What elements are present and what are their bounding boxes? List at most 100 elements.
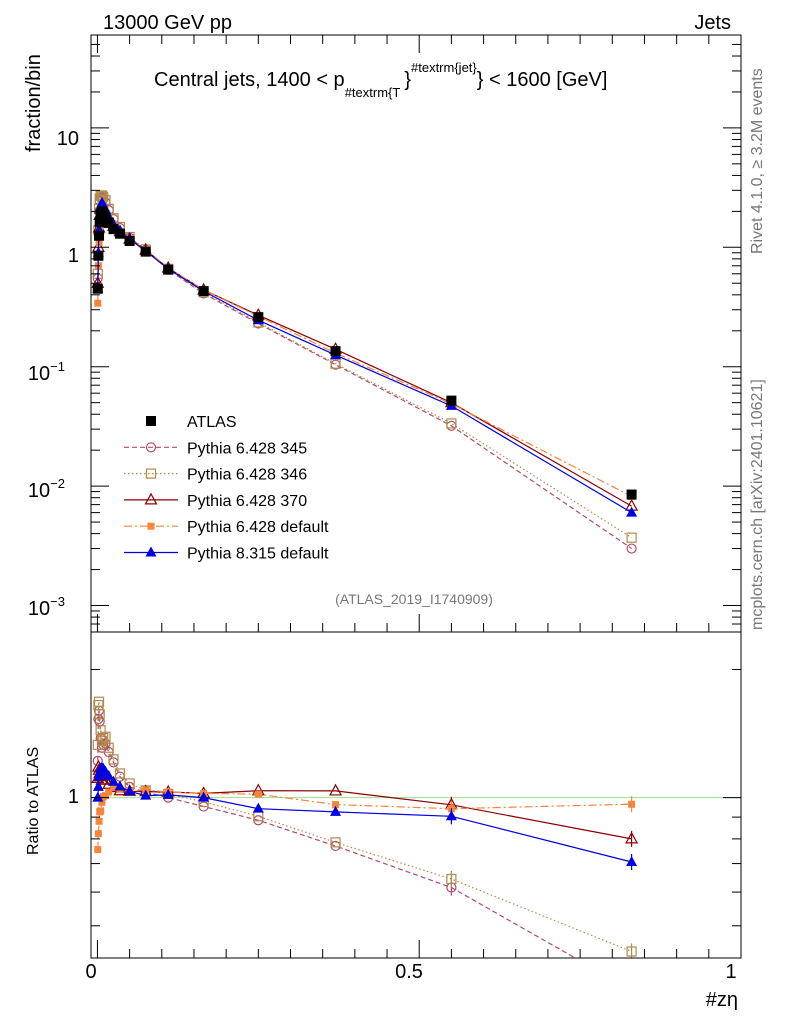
point-atlas-0 bbox=[92, 283, 103, 294]
ratio-point-p8def-8 bbox=[103, 769, 115, 780]
ratio-point-p345-18 bbox=[627, 986, 636, 995]
ratio-ytick-label-1: 1 bbox=[68, 786, 79, 808]
point-atlas-12 bbox=[140, 246, 151, 257]
point-atlas-16 bbox=[330, 346, 341, 357]
point-p346-17 bbox=[446, 418, 457, 429]
ratio-point-p8def-16 bbox=[330, 805, 342, 816]
ratio-point-p6def-8 bbox=[105, 788, 113, 796]
ytick-label-1: 1 bbox=[68, 245, 79, 267]
ratio-line-p8def bbox=[97, 767, 632, 863]
ratio-point-p8def-15 bbox=[252, 802, 264, 813]
point-p346-16 bbox=[330, 358, 341, 369]
legend-marker-p345 bbox=[145, 442, 157, 453]
xtick-label-1: 1 bbox=[725, 961, 736, 983]
ratio-point-p8def-18 bbox=[626, 855, 638, 866]
point-p8def-18 bbox=[626, 506, 638, 517]
xtick-label-0: 0 bbox=[85, 961, 96, 983]
ratio-point-p8def-0 bbox=[92, 791, 104, 802]
series-line-p370 bbox=[97, 205, 632, 507]
lower-panel-marks bbox=[91, 696, 741, 995]
point-atlas-18 bbox=[626, 489, 637, 500]
point-atlas-10 bbox=[114, 228, 125, 239]
ratio-point-p8def-17 bbox=[445, 810, 457, 821]
point-atlas-17 bbox=[446, 395, 457, 406]
ratio-point-p6def-0 bbox=[94, 846, 102, 854]
ratio-line-p346 bbox=[97, 701, 632, 953]
lower-ylabel: Ratio to ATLAS bbox=[25, 747, 42, 855]
ytick-label-0.01: 10−2 bbox=[28, 476, 65, 502]
ratio-point-p370-18 bbox=[625, 831, 639, 844]
analysis-watermark: (ATLAS_2019_I1740909) bbox=[335, 591, 493, 607]
point-atlas-2 bbox=[94, 230, 105, 241]
point-p6def-0 bbox=[94, 299, 102, 307]
lower-panel-frame bbox=[90, 631, 742, 959]
ratio-point-p6def-15 bbox=[254, 790, 262, 798]
header-right: Jets bbox=[694, 12, 731, 34]
ytick-label-0.001: 10−3 bbox=[28, 594, 65, 620]
ratio-point-p346-10 bbox=[114, 768, 126, 779]
axis-ticks bbox=[91, 34, 742, 958]
ratio-line-p370 bbox=[97, 766, 632, 840]
ratio-point-p346-2 bbox=[93, 696, 105, 707]
legend-marker-p8def bbox=[145, 546, 157, 557]
legend-label-atlas: ATLAS bbox=[187, 414, 237, 431]
legend-label-p8def: Pythia 8.315 default bbox=[187, 546, 329, 563]
ratio-point-p346-8 bbox=[103, 742, 114, 753]
ytick-label-10: 10 bbox=[57, 128, 79, 150]
xlabel: #zη bbox=[706, 989, 738, 1011]
ratio-point-p346-7 bbox=[100, 731, 111, 742]
ratio-point-p8def-12 bbox=[140, 789, 152, 800]
legend: ATLAS Pythia 6.428 345 Pythia 6.428 346 Pyt… bbox=[124, 414, 329, 563]
ratio-point-p8def-14 bbox=[198, 791, 210, 802]
point-atlas-13 bbox=[163, 264, 174, 275]
ratio-point-p6def-7 bbox=[101, 792, 109, 800]
upper-ylabel: fraction/bin bbox=[23, 54, 45, 152]
series-line-p346 bbox=[97, 194, 632, 539]
chart-title: Central jets, 1400 < p#textrm{T}#textrm{… bbox=[154, 60, 607, 100]
chart-title-main: Central jets, 1400 < p bbox=[154, 69, 345, 91]
ratio-point-p370-16 bbox=[329, 783, 343, 796]
ratio-point-p8def-13 bbox=[162, 788, 174, 799]
legend-label-p346: Pythia 6.428 346 bbox=[187, 467, 307, 484]
legend-label-p345: Pythia 6.428 345 bbox=[187, 440, 307, 457]
ratio-point-p346-3 bbox=[94, 709, 105, 720]
ratio-line-p6def bbox=[97, 786, 632, 850]
ratio-point-p8def-11 bbox=[124, 785, 136, 796]
xtick-label-0.5: 0.5 bbox=[395, 961, 423, 983]
legend-label-p6def: Pythia 6.428 default bbox=[187, 519, 329, 536]
ratio-point-p346-17 bbox=[446, 873, 457, 885]
ratio-point-p346-18 bbox=[626, 946, 637, 957]
ratio-point-p8def-1 bbox=[92, 780, 104, 791]
ratio-point-p346-16 bbox=[330, 837, 341, 848]
upper-panel-marks bbox=[91, 190, 639, 554]
point-atlas-15 bbox=[253, 312, 264, 323]
point-atlas-9 bbox=[108, 224, 119, 235]
series-line-p8def bbox=[97, 201, 632, 514]
ratio-point-p6def-16 bbox=[332, 801, 340, 809]
point-atlas-8 bbox=[103, 217, 114, 228]
legend-marker-atlas bbox=[146, 416, 156, 426]
upper-panel-frame bbox=[90, 34, 742, 633]
legend-marker-p370 bbox=[144, 492, 158, 505]
chart-title-tail: < 1600 [GeV] bbox=[483, 69, 607, 91]
point-atlas-1 bbox=[93, 250, 104, 261]
point-atlas-3 bbox=[94, 217, 105, 228]
ratio-point-p6def-2 bbox=[95, 817, 103, 825]
point-p345-18 bbox=[626, 543, 637, 554]
ratio-point-p6def-1 bbox=[94, 830, 102, 838]
ratio-point-p346-6 bbox=[98, 733, 109, 744]
point-atlas-14 bbox=[198, 286, 209, 297]
chart-title-sup: #textrm{jet} bbox=[411, 60, 477, 75]
rivet-label: Rivet 4.1.0, ≥ 3.2M events bbox=[749, 68, 766, 254]
point-p346-18 bbox=[626, 532, 637, 543]
ratio-point-p6def-4 bbox=[97, 807, 105, 815]
ratio-point-p346-9 bbox=[108, 754, 119, 765]
ratio-point-p6def-5 bbox=[98, 798, 106, 806]
series-line-p345 bbox=[97, 196, 632, 549]
ratio-point-p8def-9 bbox=[108, 775, 120, 786]
legend-marker-p6def bbox=[147, 522, 155, 530]
ratio-point-p8def-10 bbox=[114, 780, 126, 791]
ratio-line-p345 bbox=[97, 710, 577, 958]
ytick-label-0.1: 10−1 bbox=[28, 359, 65, 385]
